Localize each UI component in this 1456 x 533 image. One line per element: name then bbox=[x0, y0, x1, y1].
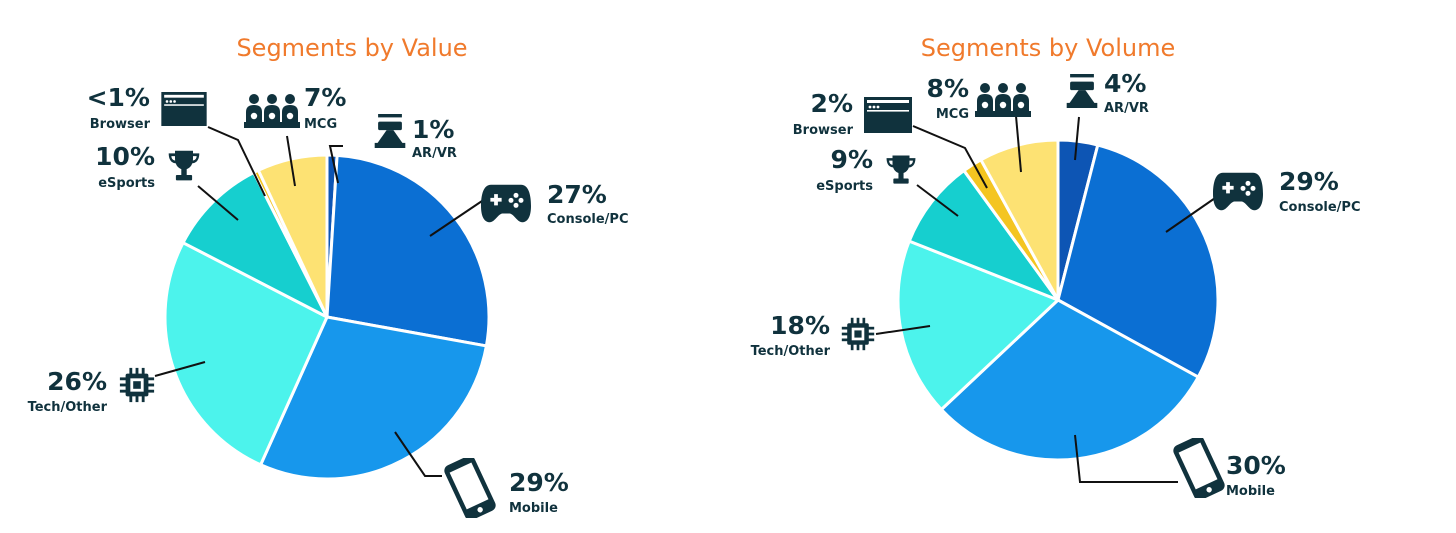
leader-mcg bbox=[286, 135, 296, 187]
category-browser: Browser bbox=[793, 123, 854, 138]
category-esports: eSports bbox=[816, 179, 873, 194]
value-tech-other: 18% bbox=[770, 311, 830, 340]
slice-console-pc bbox=[1056, 143, 1220, 379]
trophy-icon bbox=[886, 155, 916, 184]
chart-value: Segments by Value 1% AR/VR 27% Console/P bbox=[28, 34, 629, 518]
label-ar-vr: 4% AR/VR bbox=[1066, 69, 1149, 116]
chart-volume: Segments by Volume 4% AR/VR 29% Console/ bbox=[751, 34, 1361, 499]
value-browser: 2% bbox=[811, 89, 853, 118]
label-browser: 2% Browser bbox=[793, 89, 912, 138]
category-console-pc: Console/PC bbox=[1279, 200, 1361, 215]
leader-esports bbox=[916, 184, 959, 217]
browser-window-icon bbox=[864, 97, 912, 133]
vr-headset-icon bbox=[374, 114, 406, 148]
value-esports: 9% bbox=[831, 145, 873, 174]
group-people-icon bbox=[975, 83, 1031, 117]
value-ar-vr: 4% bbox=[1104, 69, 1146, 98]
chart-title: Segments by Volume bbox=[921, 34, 1175, 62]
leader-console-pc bbox=[429, 200, 483, 237]
leader-ar-vr bbox=[328, 145, 343, 184]
label-mobile: 30% Mobile bbox=[1171, 438, 1286, 499]
value-console-pc: 29% bbox=[1279, 167, 1339, 196]
leader-mobile bbox=[1074, 434, 1178, 483]
slice-esports bbox=[907, 169, 1060, 302]
category-mobile: Mobile bbox=[509, 501, 558, 516]
pie bbox=[896, 138, 1220, 462]
category-tech-other: Tech/Other bbox=[751, 344, 831, 359]
leader-mcg bbox=[1015, 115, 1022, 173]
gamepad-icon bbox=[1213, 172, 1263, 211]
group-people-icon bbox=[244, 94, 300, 128]
label-ar-vr: 1% AR/VR bbox=[374, 114, 457, 161]
smartphone-icon bbox=[1171, 438, 1227, 498]
leader-tech-other bbox=[154, 361, 206, 377]
category-esports: eSports bbox=[98, 176, 155, 191]
label-esports: 9% eSports bbox=[816, 145, 916, 194]
value-esports: 10% bbox=[95, 142, 155, 171]
chip-icon bbox=[841, 317, 875, 351]
value-tech-other: 26% bbox=[47, 367, 107, 396]
gamepad-icon bbox=[481, 184, 531, 223]
slice-mobile bbox=[259, 315, 488, 481]
slice-console-pc bbox=[325, 153, 491, 348]
browser-window-icon bbox=[161, 92, 207, 126]
value-ar-vr: 1% bbox=[412, 115, 454, 144]
category-browser: Browser bbox=[90, 117, 151, 132]
category-ar-vr: AR/VR bbox=[412, 146, 457, 161]
label-browser: <1% Browser bbox=[87, 83, 207, 132]
label-esports: 10% eSports bbox=[95, 142, 200, 191]
leader-tech-other bbox=[875, 325, 931, 335]
leader-browser bbox=[207, 126, 266, 197]
category-mcg: MCG bbox=[936, 107, 969, 122]
value-console-pc: 27% bbox=[547, 180, 607, 209]
label-mobile: 29% Mobile bbox=[442, 458, 569, 518]
pie bbox=[163, 153, 491, 481]
vr-headset-icon bbox=[1066, 74, 1098, 108]
trophy-icon bbox=[168, 150, 200, 181]
value-mobile: 29% bbox=[509, 468, 569, 497]
category-tech-other: Tech/Other bbox=[28, 400, 108, 415]
label-tech-other: 26% Tech/Other bbox=[28, 367, 155, 415]
leader-mobile bbox=[394, 431, 442, 477]
label-mcg: 7% MCG bbox=[244, 83, 346, 132]
category-mcg: MCG bbox=[304, 117, 337, 132]
leader-esports bbox=[197, 185, 239, 221]
chip-icon bbox=[119, 367, 155, 403]
leader-ar-vr bbox=[1074, 116, 1080, 161]
category-ar-vr: AR/VR bbox=[1104, 101, 1149, 116]
value-mobile: 30% bbox=[1226, 451, 1286, 480]
label-console-pc: 29% Console/PC bbox=[1213, 167, 1361, 215]
leader-console-pc bbox=[1165, 195, 1219, 233]
slice-mcg bbox=[256, 153, 329, 319]
value-mcg: 7% bbox=[304, 83, 346, 112]
label-mcg: 8% MCG bbox=[927, 74, 1031, 122]
label-tech-other: 18% Tech/Other bbox=[751, 311, 875, 359]
smartphone-icon bbox=[442, 458, 498, 518]
label-console-pc: 27% Console/PC bbox=[481, 180, 629, 227]
category-mobile: Mobile bbox=[1226, 484, 1275, 499]
category-console-pc: Console/PC bbox=[547, 212, 629, 227]
chart-title: Segments by Value bbox=[236, 34, 467, 62]
slice-esports bbox=[181, 170, 329, 319]
value-browser: <1% bbox=[87, 83, 150, 112]
leader-browser bbox=[912, 125, 988, 189]
value-mcg: 8% bbox=[927, 74, 969, 103]
